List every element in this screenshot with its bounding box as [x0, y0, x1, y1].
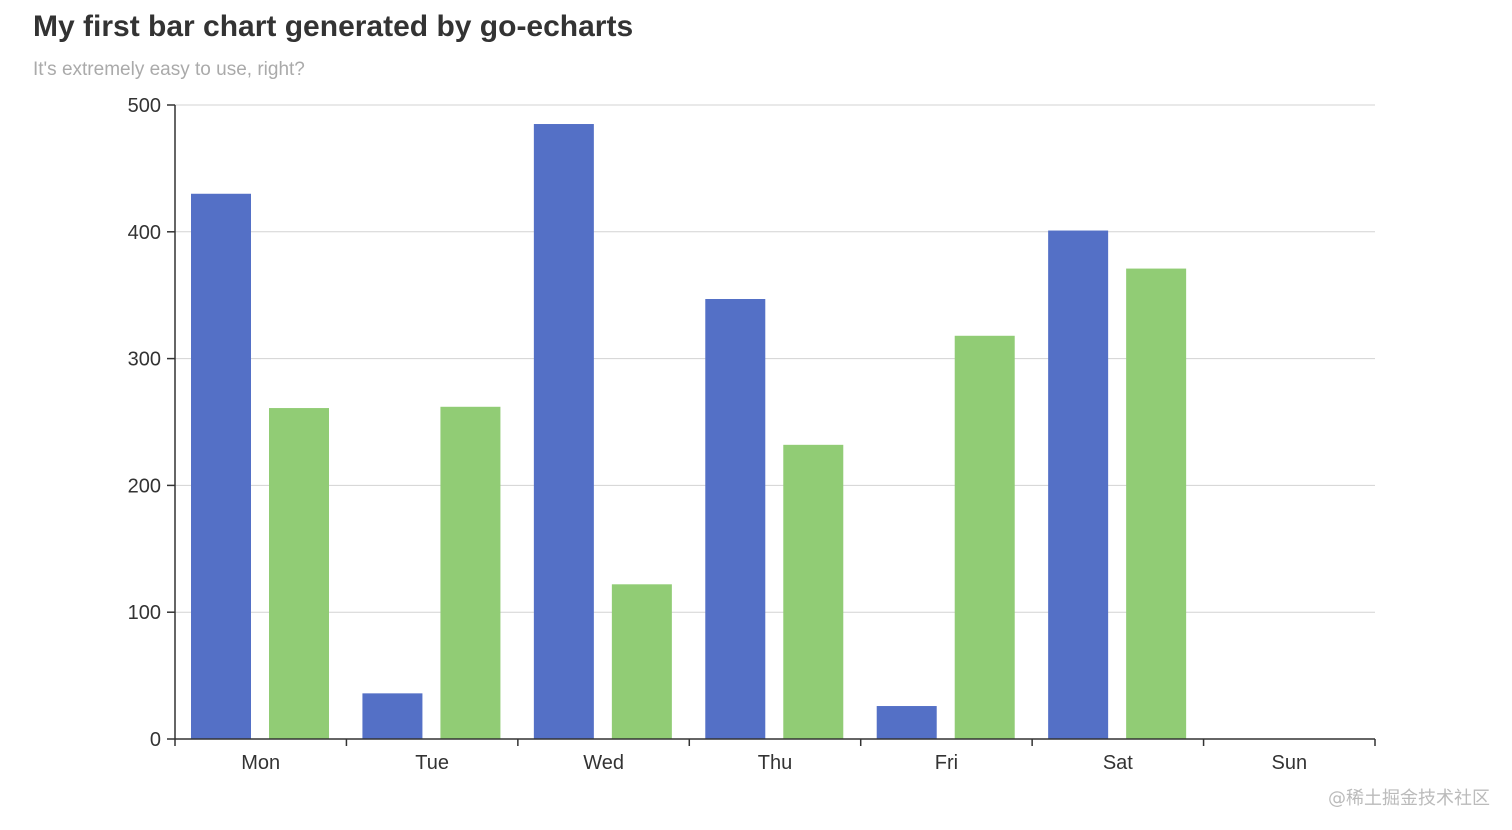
y-tick-label: 200 — [128, 475, 161, 497]
bar-wed-series-1 — [533, 124, 594, 739]
bar-tue-series-1 — [362, 693, 423, 739]
x-tick-label: Wed — [583, 752, 624, 774]
x-tick-label: Mon — [241, 752, 280, 774]
x-tick-label: Thu — [758, 752, 792, 774]
bar-wed-series-2 — [611, 584, 672, 739]
axes — [174, 105, 1375, 740]
y-tick-label: 100 — [128, 602, 161, 624]
bar-mon-series-2 — [269, 408, 329, 739]
y-tick-label: 500 — [128, 95, 161, 117]
bar-thu-series-2 — [783, 444, 844, 739]
bar-fri-series-2 — [954, 335, 1015, 739]
x-axis-ticks: Mon Tue Wed Thu Fri Sat Sun — [174, 739, 1376, 774]
gridlines — [175, 104, 1375, 613]
chart-subtitle: It's extremely easy to use, right? — [33, 59, 305, 80]
bar-mon-series-1 — [191, 193, 251, 739]
bar-tue-series-2 — [440, 406, 501, 739]
watermark: @稀土掘金技术社区 — [1328, 788, 1490, 809]
bar-fri-series-1 — [876, 706, 937, 739]
x-tick-label: Sat — [1103, 752, 1133, 774]
x-tick-label: Tue — [415, 752, 449, 774]
x-tick-label: Fri — [935, 752, 958, 774]
y-tick-label: 400 — [128, 222, 161, 244]
y-axis-ticks: 0 100 200 300 400 500 — [128, 95, 175, 751]
y-tick-label: 300 — [128, 349, 161, 371]
bar-thu-series-1 — [705, 299, 766, 739]
y-tick-label: 0 — [150, 729, 161, 751]
bars — [191, 124, 1187, 740]
bar-sat-series-1 — [1048, 230, 1109, 740]
chart-title: My first bar chart generated by go-echar… — [33, 10, 634, 43]
x-tick-label: Sun — [1271, 752, 1307, 774]
bar-sat-series-2 — [1126, 268, 1187, 739]
